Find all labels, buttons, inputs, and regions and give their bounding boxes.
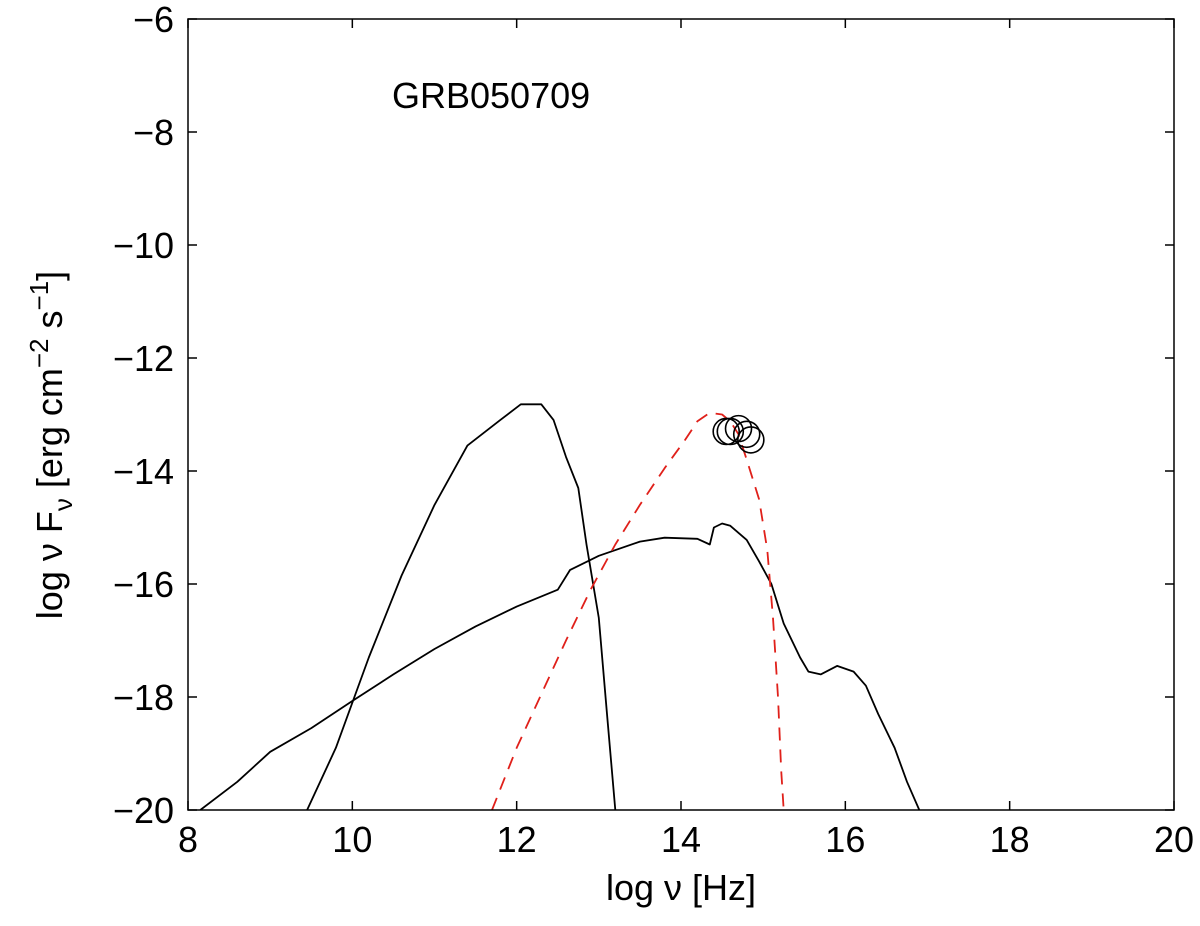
series-layer	[199, 403, 921, 810]
series-line-2	[199, 522, 921, 810]
y-tick-label: −20	[113, 790, 174, 831]
x-axis-label: log ν [Hz]	[606, 867, 756, 908]
y-tick-label: −12	[113, 338, 174, 379]
y-tick-label: −8	[133, 112, 174, 153]
y-axis-label-mid: [erg cm	[29, 368, 70, 498]
data-point-marker-5	[737, 426, 765, 454]
data-point-marker-3	[712, 417, 740, 446]
y-axis-label-mid2: s	[29, 310, 70, 338]
y-tick-label: −16	[113, 564, 174, 605]
x-tick-label: 20	[1154, 819, 1194, 860]
y-tick-label: −18	[113, 677, 174, 718]
y-axis-label-sub: ν	[48, 498, 78, 511]
x-tick-label: 14	[661, 819, 701, 860]
x-tick-label: 12	[497, 819, 537, 860]
y-tick-label: −10	[113, 225, 174, 266]
series-line-1	[306, 403, 617, 810]
tick-layer: 8 10 12 14 16 18 20 −6 −8 −10 −12 −14 −16 −18 −20	[113, 0, 1194, 860]
y-axis-label-sup-2: −2	[24, 338, 54, 368]
data-point-marker-4	[732, 420, 761, 449]
y-axis-label-suffix: ]	[29, 271, 70, 281]
y-axis-label-sup-1: −1	[24, 281, 54, 311]
y-axis-label: log ν Fν [erg cm−2 s−1]	[24, 271, 78, 619]
y-tick-label: −6	[133, 0, 174, 40]
x-tick-label: 10	[332, 819, 372, 860]
chart-annotation: GRB050709	[392, 75, 590, 116]
series-line-3	[491, 411, 785, 810]
y-axis-label-prefix: log ν F	[29, 511, 70, 619]
x-tick-label: 8	[178, 819, 198, 860]
y-tick-label: −14	[113, 451, 174, 492]
x-tick-label: 18	[990, 819, 1030, 860]
plot-frame	[187, 18, 1175, 811]
x-tick-label: 16	[825, 819, 865, 860]
marker-layer	[712, 414, 765, 454]
